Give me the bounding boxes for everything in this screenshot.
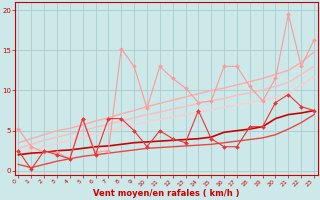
X-axis label: Vent moyen/en rafales ( km/h ): Vent moyen/en rafales ( km/h )	[93, 189, 239, 198]
